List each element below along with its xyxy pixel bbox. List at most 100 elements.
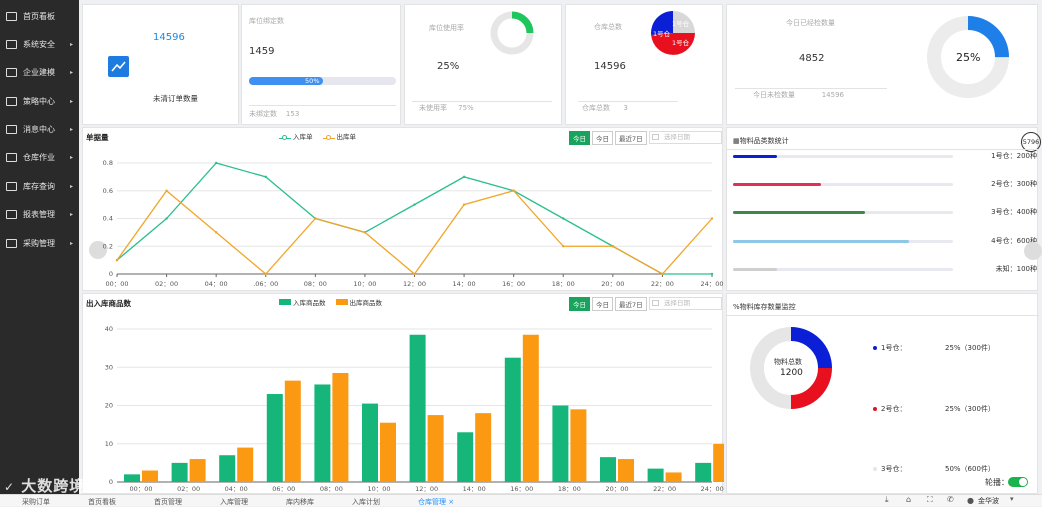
legend-swatch (279, 133, 291, 140)
pie-label-3: 1号仓 (672, 39, 690, 47)
user-name[interactable]: 金华波 (978, 497, 999, 505)
x-tick-label: 20：00 (605, 485, 628, 493)
line-chart-legend: 入库单 出库单 (279, 131, 356, 141)
bar (284, 380, 301, 482)
legend-item[interactable]: 入库商品数 (279, 297, 326, 307)
close-icon[interactable]: × (448, 498, 455, 506)
sidebar-item-6[interactable]: 库存查询 ▸ (0, 176, 79, 196)
kpi-orders-card: 14596 未清订单数量 (82, 4, 239, 125)
donut-slice (790, 327, 832, 369)
sidebar-item-5[interactable]: 仓库作业 ▸ (0, 147, 79, 167)
home-icon[interactable]: ⌂ (906, 495, 912, 504)
kpi-checked-card: 今日已经检数量 4852 今日未检数量 14596 25% (726, 4, 1038, 125)
carousel-prev-handle[interactable] (89, 241, 107, 259)
tab-1[interactable]: 首页看板 (88, 498, 116, 506)
bar (332, 372, 349, 482)
today-button[interactable]: 今日 (569, 131, 590, 145)
stock-legend-item: 2号仓： 25%（300件） (873, 404, 1023, 414)
chevron-down-icon[interactable]: ▾ (1010, 495, 1014, 503)
x-tick-label: 00：00 (129, 485, 152, 493)
type-bar-fill (733, 155, 777, 158)
phone-icon[interactable]: ✆ (947, 495, 954, 504)
chevron-right-icon: ▸ (69, 68, 73, 76)
legend-swatch (335, 299, 348, 305)
sidebar-item-3[interactable]: 策略中心 ▸ (0, 91, 79, 111)
legend-name: 3号仓： (881, 465, 907, 473)
tab-2[interactable]: 首页管理 (154, 498, 182, 506)
data-point (413, 203, 416, 206)
data-point (462, 203, 466, 206)
today-button-2[interactable]: 今日 (592, 297, 613, 311)
data-point (710, 217, 714, 220)
menu-icon (6, 67, 17, 77)
type-stats-title: ▦物料品类数统计 (733, 137, 789, 145)
y-tick-label: 0 (109, 478, 113, 486)
x-tick-label: 24：00 (700, 280, 723, 288)
data-point (462, 175, 466, 179)
divider (249, 105, 396, 106)
carousel-toggle[interactable] (1008, 477, 1028, 487)
type-bar-track (733, 268, 953, 271)
checked-title: 今日已经检数量 (786, 19, 835, 27)
tab-6[interactable]: 仓库管理 × (418, 498, 455, 506)
legend-item[interactable]: 出库商品数 (335, 297, 383, 307)
type-bar-track (733, 240, 953, 243)
menu-icon (6, 152, 17, 162)
download-icon[interactable]: ⤓ (885, 495, 889, 504)
legend-dot (873, 407, 877, 411)
legend-item[interactable]: 入库单 (279, 131, 313, 141)
tab-0[interactable]: 采购订单 (22, 498, 50, 506)
line-chart-range-buttons: 今日 今日 最近7日 (569, 131, 647, 145)
x-tick-label: 18：00 (552, 280, 575, 288)
today-button-2[interactable]: 今日 (592, 131, 613, 145)
tab-4[interactable]: 库内移库 (286, 498, 314, 506)
donut-slice (790, 367, 832, 409)
x-tick-label: 22：00 (651, 280, 674, 288)
stock-legend-item: 1号仓： 25%（300件） (873, 343, 1023, 353)
calendar-icon (652, 134, 659, 140)
last-7-days-button[interactable]: 最近7日 (615, 131, 647, 145)
bar (504, 357, 521, 482)
sidebar-item-2[interactable]: 企业建模 ▸ (0, 62, 79, 82)
toggle-knob (1019, 478, 1027, 486)
legend-label: 出库商品数 (349, 299, 383, 307)
checked-foot: 今日未检数量 14596 (753, 91, 844, 99)
sidebar-item-label: 企业建模 (23, 67, 55, 77)
today-button[interactable]: 今日 (569, 297, 590, 311)
legend-item[interactable]: 出库单 (322, 131, 356, 141)
watermark-logo-icon: ✓ (4, 480, 16, 494)
legend-dot (873, 346, 877, 350)
sidebar-item-1[interactable]: 系统安全 ▸ (0, 34, 79, 54)
x-tick-label: 02：00 (155, 280, 178, 288)
sidebar-item-label: 系统安全 (23, 39, 55, 49)
bar-date-picker[interactable]: 选择日期 (649, 297, 722, 310)
x-tick-label: 06：00 (272, 485, 295, 493)
sidebar-item-0[interactable]: 首页看板 (0, 6, 79, 26)
sidebar-item-8[interactable]: 采购管理 ▸ (0, 233, 79, 253)
chart-trend-icon (108, 56, 129, 77)
line-date-picker[interactable]: 选择日期 (649, 131, 722, 144)
last-7-days-button[interactable]: 最近7日 (615, 297, 647, 311)
sidebar-item-4[interactable]: 消息中心 ▸ (0, 119, 79, 139)
carousel-next-handle[interactable] (1024, 242, 1042, 260)
y-tick-label: 0.8 (103, 159, 113, 167)
y-tick-label: 0.6 (103, 187, 113, 195)
checked-ring-label: 25% (956, 51, 981, 64)
y-tick-label: 0.4 (103, 215, 113, 223)
type-row-label: 3号仓：400种 (991, 208, 1037, 216)
bar (124, 474, 140, 482)
bar (457, 432, 474, 482)
data-point (512, 189, 515, 192)
fullscreen-icon[interactable]: ⛶ (927, 495, 933, 504)
sidebar-item-7[interactable]: 报表管理 ▸ (0, 204, 79, 224)
tab-5[interactable]: 入库计划 (352, 498, 380, 506)
chevron-right-icon: ▸ (69, 239, 73, 247)
pie-label-2: 1号仓 (672, 20, 690, 28)
tab-3[interactable]: 入库管理 (220, 498, 248, 506)
bins-progress-fill: 50% (249, 77, 323, 85)
bins-title: 库位绑定数 (249, 17, 284, 25)
stock-legend-item: 3号仓： 50%（600件） (873, 464, 1023, 474)
bar (409, 334, 426, 482)
bar (142, 470, 158, 482)
bins-value: 1459 (249, 46, 275, 57)
